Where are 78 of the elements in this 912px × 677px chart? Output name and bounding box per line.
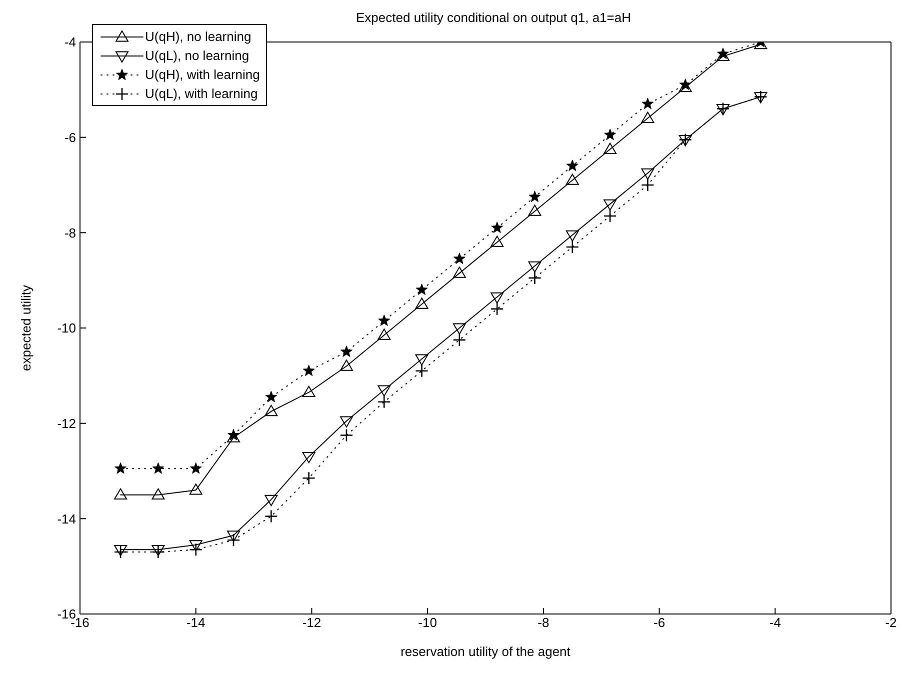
point xyxy=(264,510,278,523)
point xyxy=(152,545,165,559)
chart-title: Expected utility conditional on output q1, a1=aH xyxy=(355,10,632,25)
point xyxy=(340,360,353,371)
point xyxy=(604,142,617,154)
point xyxy=(416,284,428,295)
point xyxy=(452,323,466,334)
point xyxy=(642,98,654,110)
x-tick-label: -12 xyxy=(302,615,322,630)
point xyxy=(378,328,391,340)
legend-label: U(qH), with learning xyxy=(145,67,260,82)
point xyxy=(340,416,353,428)
point xyxy=(453,252,466,264)
x-tick-label: -10 xyxy=(418,615,437,630)
point xyxy=(377,395,391,409)
point xyxy=(152,462,164,474)
legend-label: U(qL), with learning xyxy=(145,86,258,101)
point xyxy=(490,292,504,304)
point xyxy=(264,404,278,416)
point xyxy=(114,545,128,559)
x-tick-label: -6 xyxy=(654,615,666,630)
point xyxy=(452,266,466,278)
point xyxy=(302,364,315,376)
point xyxy=(641,168,654,180)
point xyxy=(641,178,654,192)
point xyxy=(189,540,202,552)
point xyxy=(528,204,542,216)
point xyxy=(265,390,278,402)
point xyxy=(604,128,616,140)
point xyxy=(603,209,617,223)
point xyxy=(340,428,354,442)
point xyxy=(491,222,504,234)
point xyxy=(415,298,428,309)
point xyxy=(415,364,428,378)
y-axis-title: expected utility xyxy=(18,284,34,371)
point xyxy=(378,314,390,326)
point xyxy=(189,543,203,556)
legend-label: U(qL), no learning xyxy=(145,48,250,63)
y-tick-label: -6 xyxy=(64,130,76,145)
point xyxy=(641,112,654,123)
y-tick-label: -12 xyxy=(57,416,76,431)
point xyxy=(227,530,240,542)
x-tick-label: -8 xyxy=(538,615,550,630)
point xyxy=(528,190,541,202)
point xyxy=(528,271,542,285)
legend-label: U(qH), no learning xyxy=(145,29,252,44)
point xyxy=(114,544,128,556)
point xyxy=(264,494,278,506)
point xyxy=(490,236,504,247)
point xyxy=(190,462,202,474)
x-tick-label: -2 xyxy=(885,615,897,630)
x-tick-label: -4 xyxy=(769,615,781,630)
y-tick-label: -4 xyxy=(64,34,76,50)
point xyxy=(152,488,165,500)
point xyxy=(302,386,316,398)
point xyxy=(566,160,578,172)
point xyxy=(302,472,316,485)
point xyxy=(302,452,316,464)
point xyxy=(566,240,580,254)
point xyxy=(452,333,466,347)
point xyxy=(340,346,352,357)
x-tick-label: -14 xyxy=(186,615,206,630)
y-tick-label: -14 xyxy=(57,511,76,526)
point xyxy=(189,484,202,495)
y-tick-label: -10 xyxy=(57,320,76,336)
y-tick-label: -8 xyxy=(64,225,76,240)
point xyxy=(415,354,428,366)
point xyxy=(566,174,579,185)
x-axis-title: reservation utility of the agent xyxy=(400,644,571,659)
point xyxy=(378,385,391,396)
point xyxy=(604,199,617,211)
point xyxy=(114,462,127,474)
point xyxy=(152,544,165,556)
point xyxy=(528,261,542,273)
point xyxy=(566,230,579,242)
point xyxy=(226,533,240,547)
point xyxy=(114,488,128,500)
point xyxy=(490,302,504,316)
